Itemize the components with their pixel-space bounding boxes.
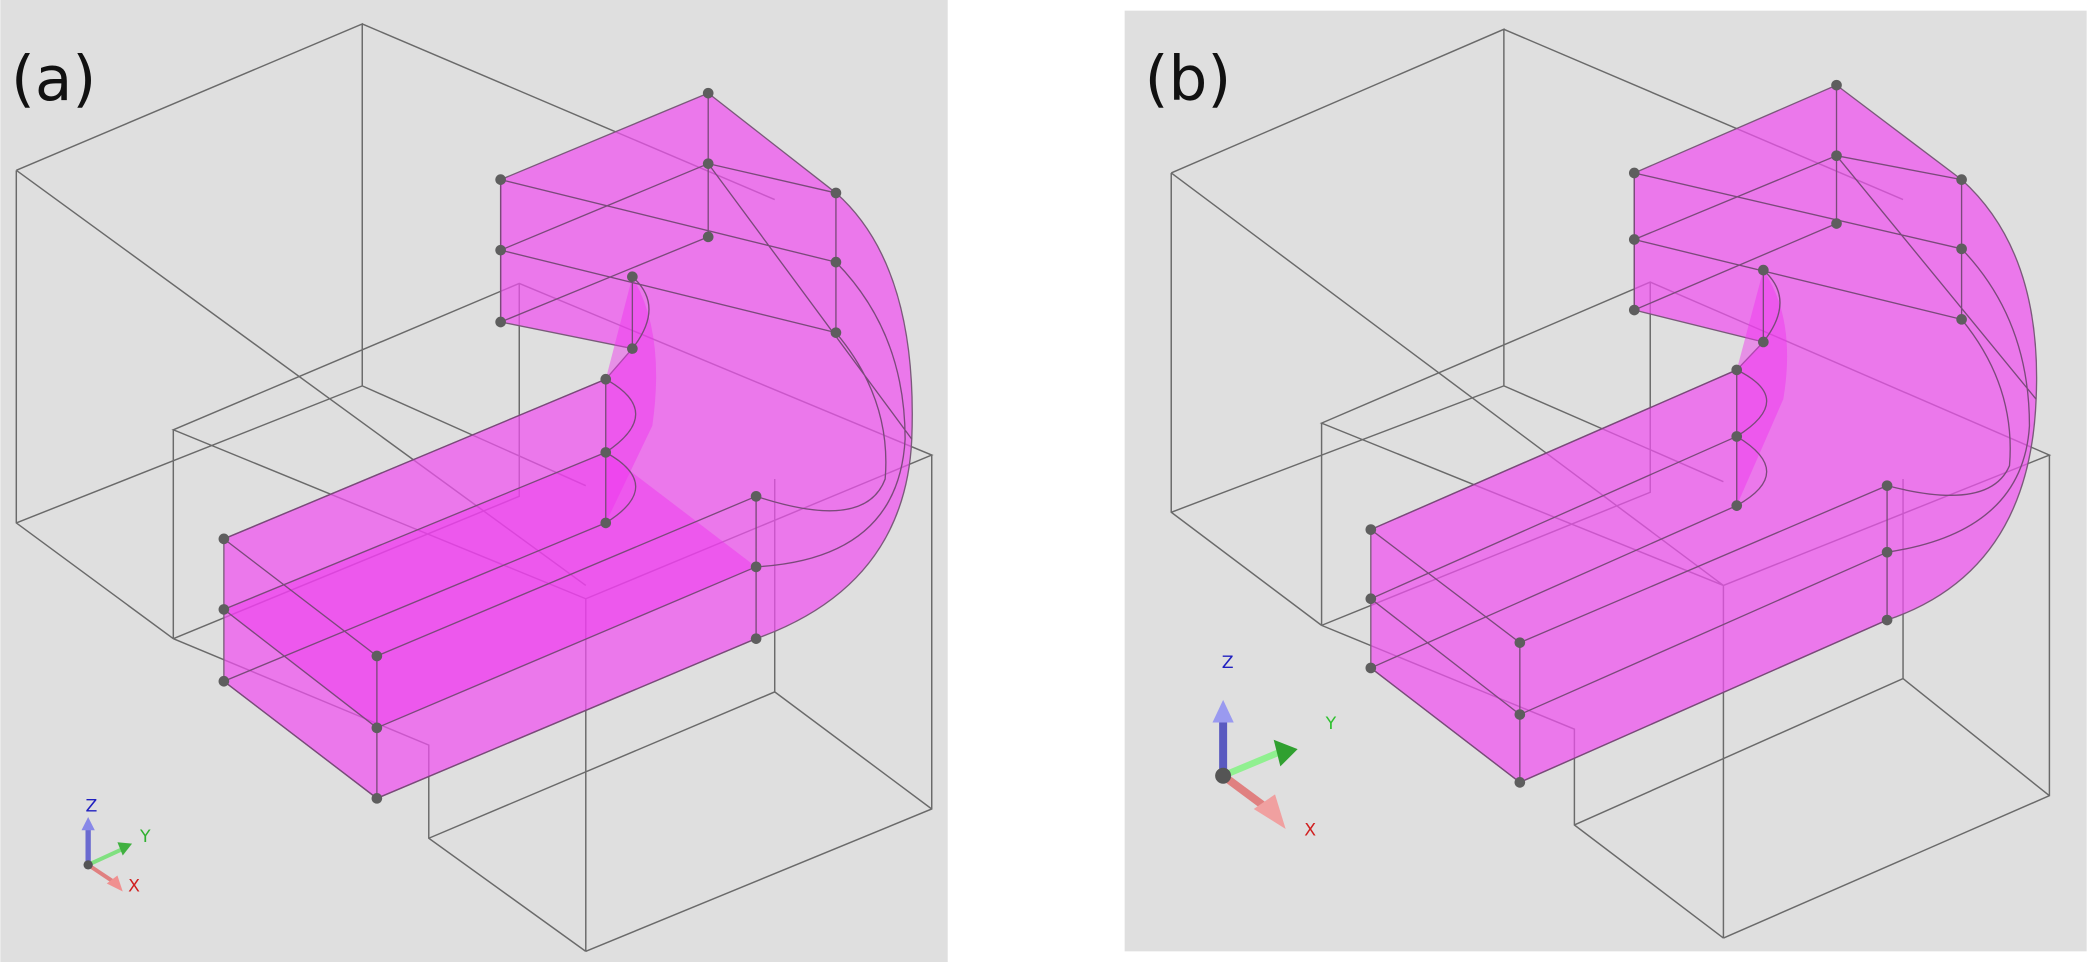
vertex-point bbox=[1514, 777, 1526, 788]
vertex-point bbox=[600, 373, 612, 385]
vertex-point bbox=[1731, 500, 1743, 511]
vertex-point bbox=[1956, 243, 1967, 255]
vertex-point bbox=[600, 517, 612, 529]
vertex-point bbox=[218, 675, 230, 687]
vertex-point bbox=[750, 561, 762, 573]
vertex-point bbox=[830, 256, 842, 268]
panel-label: (a) bbox=[11, 44, 96, 115]
vertex-point bbox=[1365, 662, 1377, 674]
vertex-point bbox=[1628, 167, 1640, 179]
mesh-vertices bbox=[1365, 79, 1967, 788]
axis-triad: Z Y X bbox=[81, 797, 151, 896]
solid-inner-face bbox=[223, 452, 757, 728]
vertex-point bbox=[495, 244, 506, 256]
vertex-point bbox=[1731, 364, 1743, 376]
vertex-point bbox=[702, 87, 714, 99]
vertex-point bbox=[1365, 524, 1377, 535]
vertex-point bbox=[627, 271, 638, 283]
x-axis-label: X bbox=[1304, 821, 1316, 841]
z-arrowhead-icon bbox=[81, 816, 95, 831]
origin-icon bbox=[83, 860, 93, 870]
axis-triad: Z Y X bbox=[1212, 653, 1337, 841]
vertex-point bbox=[600, 447, 612, 458]
y-axis-arrow bbox=[1221, 748, 1282, 779]
bent-duct-solid bbox=[1365, 79, 2038, 788]
x-axis-label: X bbox=[128, 876, 140, 896]
panel-b: (b) Z Y X bbox=[1124, 10, 2087, 952]
vertex-point bbox=[1365, 593, 1377, 605]
y-axis-arrow bbox=[87, 847, 124, 867]
vertex-point bbox=[1758, 336, 1769, 348]
vertex-point bbox=[495, 316, 506, 328]
vertex-point bbox=[371, 650, 383, 662]
z-axis-label: Z bbox=[1222, 653, 1234, 673]
vertex-point bbox=[1758, 264, 1769, 276]
vertex-point bbox=[702, 158, 714, 169]
vertex-point bbox=[495, 174, 506, 185]
vertex-point bbox=[1628, 234, 1640, 245]
vertex-point bbox=[750, 633, 762, 644]
origin-icon bbox=[1215, 767, 1232, 784]
x-axis-arrow bbox=[87, 863, 114, 883]
y-axis-label: Y bbox=[1325, 714, 1337, 734]
vertex-point bbox=[750, 490, 762, 502]
vertex-point bbox=[1881, 614, 1893, 626]
panel-a: (a) Z Y X bbox=[0, 0, 948, 962]
vertex-point bbox=[1956, 314, 1967, 325]
vertex-point bbox=[218, 604, 230, 615]
bent-duct-solid bbox=[218, 87, 913, 804]
vertex-point bbox=[1831, 218, 1842, 229]
mesh-vertices bbox=[218, 87, 842, 804]
vertex-point bbox=[1831, 79, 1842, 91]
x-arrowhead-icon bbox=[1253, 794, 1286, 829]
vertex-point bbox=[627, 343, 638, 354]
z-axis-label: Z bbox=[85, 797, 97, 817]
vertex-point bbox=[371, 793, 383, 804]
panel-label: (b) bbox=[1145, 44, 1232, 115]
x-arrowhead-icon bbox=[106, 875, 123, 892]
vertex-point bbox=[1514, 637, 1526, 648]
z-arrowhead-icon bbox=[1212, 699, 1234, 723]
y-arrowhead-icon bbox=[117, 842, 133, 856]
vertex-point bbox=[1628, 304, 1640, 316]
vertex-point bbox=[830, 187, 842, 199]
vertex-point bbox=[1881, 480, 1893, 491]
vertex-point bbox=[830, 327, 842, 338]
vertex-point bbox=[371, 722, 383, 734]
y-arrowhead-icon bbox=[1273, 739, 1298, 767]
vertex-point bbox=[1831, 150, 1842, 161]
vertex-point bbox=[1731, 431, 1743, 442]
vertex-point bbox=[702, 231, 714, 243]
x-axis-arrow bbox=[1220, 772, 1267, 810]
vertex-point bbox=[218, 533, 230, 545]
vertex-point bbox=[1956, 174, 1967, 185]
vertex-point bbox=[1881, 546, 1893, 558]
y-axis-label: Y bbox=[139, 827, 151, 847]
vertex-point bbox=[1514, 709, 1526, 720]
